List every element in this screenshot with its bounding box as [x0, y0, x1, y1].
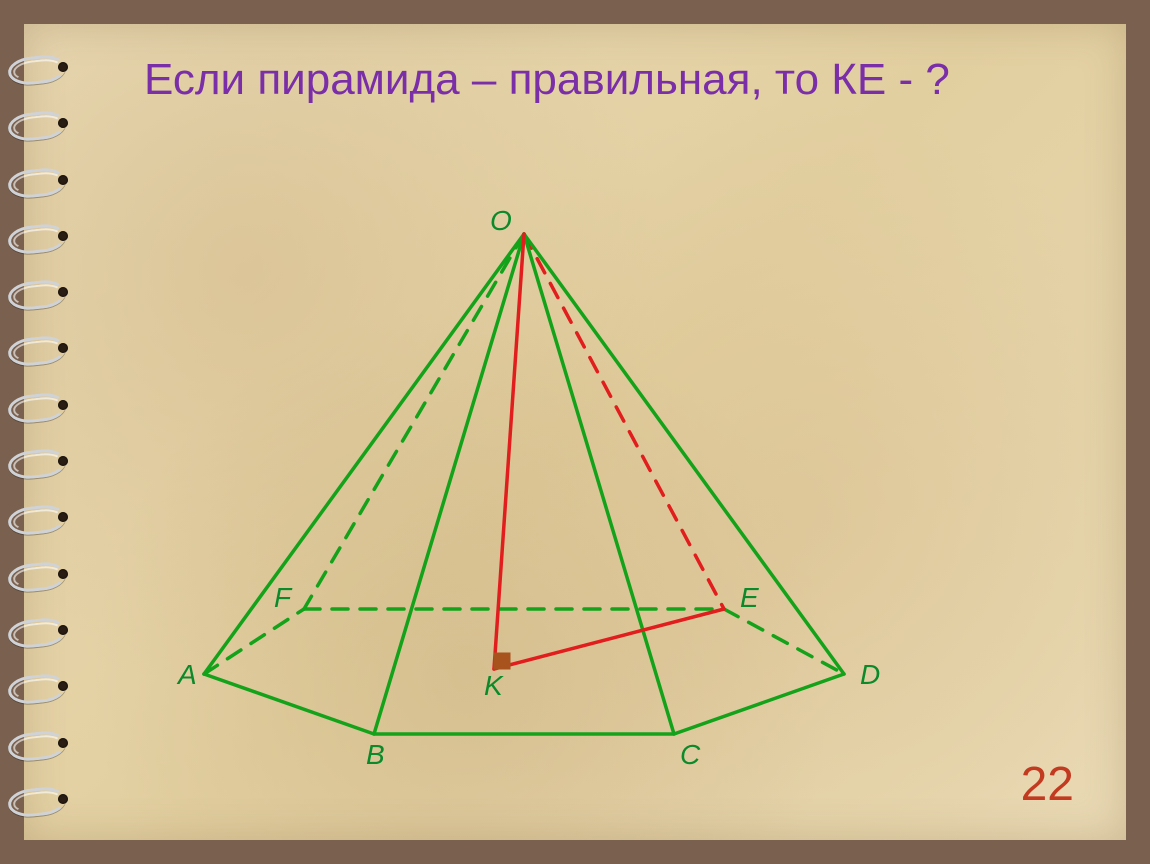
binding-ring	[12, 392, 72, 416]
svg-text:F: F	[274, 582, 293, 613]
svg-text:E: E	[740, 582, 759, 613]
diagram-svg: ABCDEFKO	[164, 204, 894, 764]
svg-text:D: D	[860, 659, 880, 690]
binding-ring	[12, 617, 72, 641]
slide-frame: Если пирамида – правильная, то КЕ - ? A B…	[0, 0, 1150, 864]
binding-ring	[12, 504, 72, 528]
binding-ring	[12, 279, 72, 303]
slide-title: Если пирамида – правильная, то КЕ - ?	[144, 54, 1066, 107]
binding-ring	[12, 673, 72, 697]
binding-ring	[12, 448, 72, 472]
svg-text:A: A	[176, 659, 197, 690]
binding-ring	[12, 167, 72, 191]
binding-ring	[12, 730, 72, 754]
svg-text:C: C	[680, 739, 701, 770]
binding-ring	[12, 786, 72, 810]
binding-ring	[12, 335, 72, 359]
binding-ring	[12, 54, 72, 78]
spiral-binding	[12, 54, 72, 810]
pyramid-diagram: ABCDEFKO	[164, 204, 894, 764]
binding-ring	[12, 110, 72, 134]
svg-text:O: O	[490, 205, 512, 236]
binding-ring	[12, 561, 72, 585]
paper-background: Если пирамида – правильная, то КЕ - ? A B…	[24, 24, 1126, 840]
svg-text:K: K	[484, 670, 504, 701]
svg-text:B: B	[366, 739, 385, 770]
page-number: 22	[1021, 757, 1074, 812]
binding-ring	[12, 223, 72, 247]
